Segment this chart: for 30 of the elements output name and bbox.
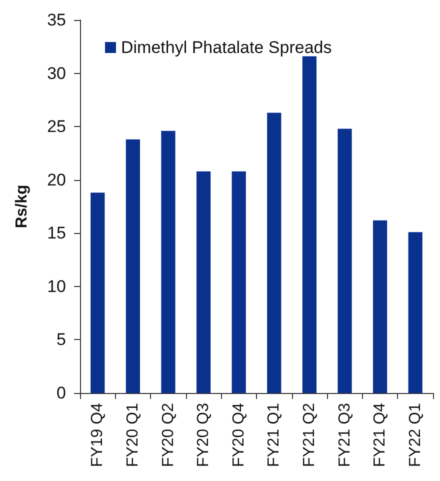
bar (232, 171, 246, 393)
bar (267, 112, 282, 393)
y-tick-label: 5 (56, 330, 66, 350)
bar (372, 220, 388, 393)
x-tick-label: FY21 Q1 (266, 402, 283, 468)
x-tick-label: FY21 Q3 (336, 402, 354, 468)
bar (126, 139, 140, 393)
y-tick-label: 30 (47, 64, 66, 83)
y-tick-label: 35 (47, 10, 66, 30)
bar (408, 232, 422, 393)
y-axis-title: Rs/kg (14, 184, 30, 228)
legend-label: Dimethyl Phatalate Spreads (121, 38, 332, 57)
x-tick-label: FY21 Q4 (372, 402, 389, 468)
x-tick-label: FY22 Q1 (406, 402, 424, 468)
bar (161, 130, 176, 393)
x-tick-label: FY19 Q4 (89, 402, 106, 468)
y-tick-label: 10 (47, 276, 66, 296)
x-tick-label: FY20 Q1 (124, 402, 142, 468)
x-tick-label: FY20 Q4 (230, 402, 248, 468)
bar (90, 192, 105, 393)
x-tick-label: FY20 Q3 (195, 402, 212, 468)
bar (302, 56, 317, 393)
y-tick-label: 0 (56, 384, 66, 402)
bar (196, 171, 211, 393)
x-tick-label: FY21 Q2 (300, 402, 318, 468)
x-tick-label: FY20 Q2 (160, 402, 177, 468)
y-tick-label: 15 (47, 224, 66, 243)
y-tick-label: 25 (47, 117, 66, 136)
bar (338, 128, 352, 393)
y-tick-label: 20 (47, 170, 66, 190)
